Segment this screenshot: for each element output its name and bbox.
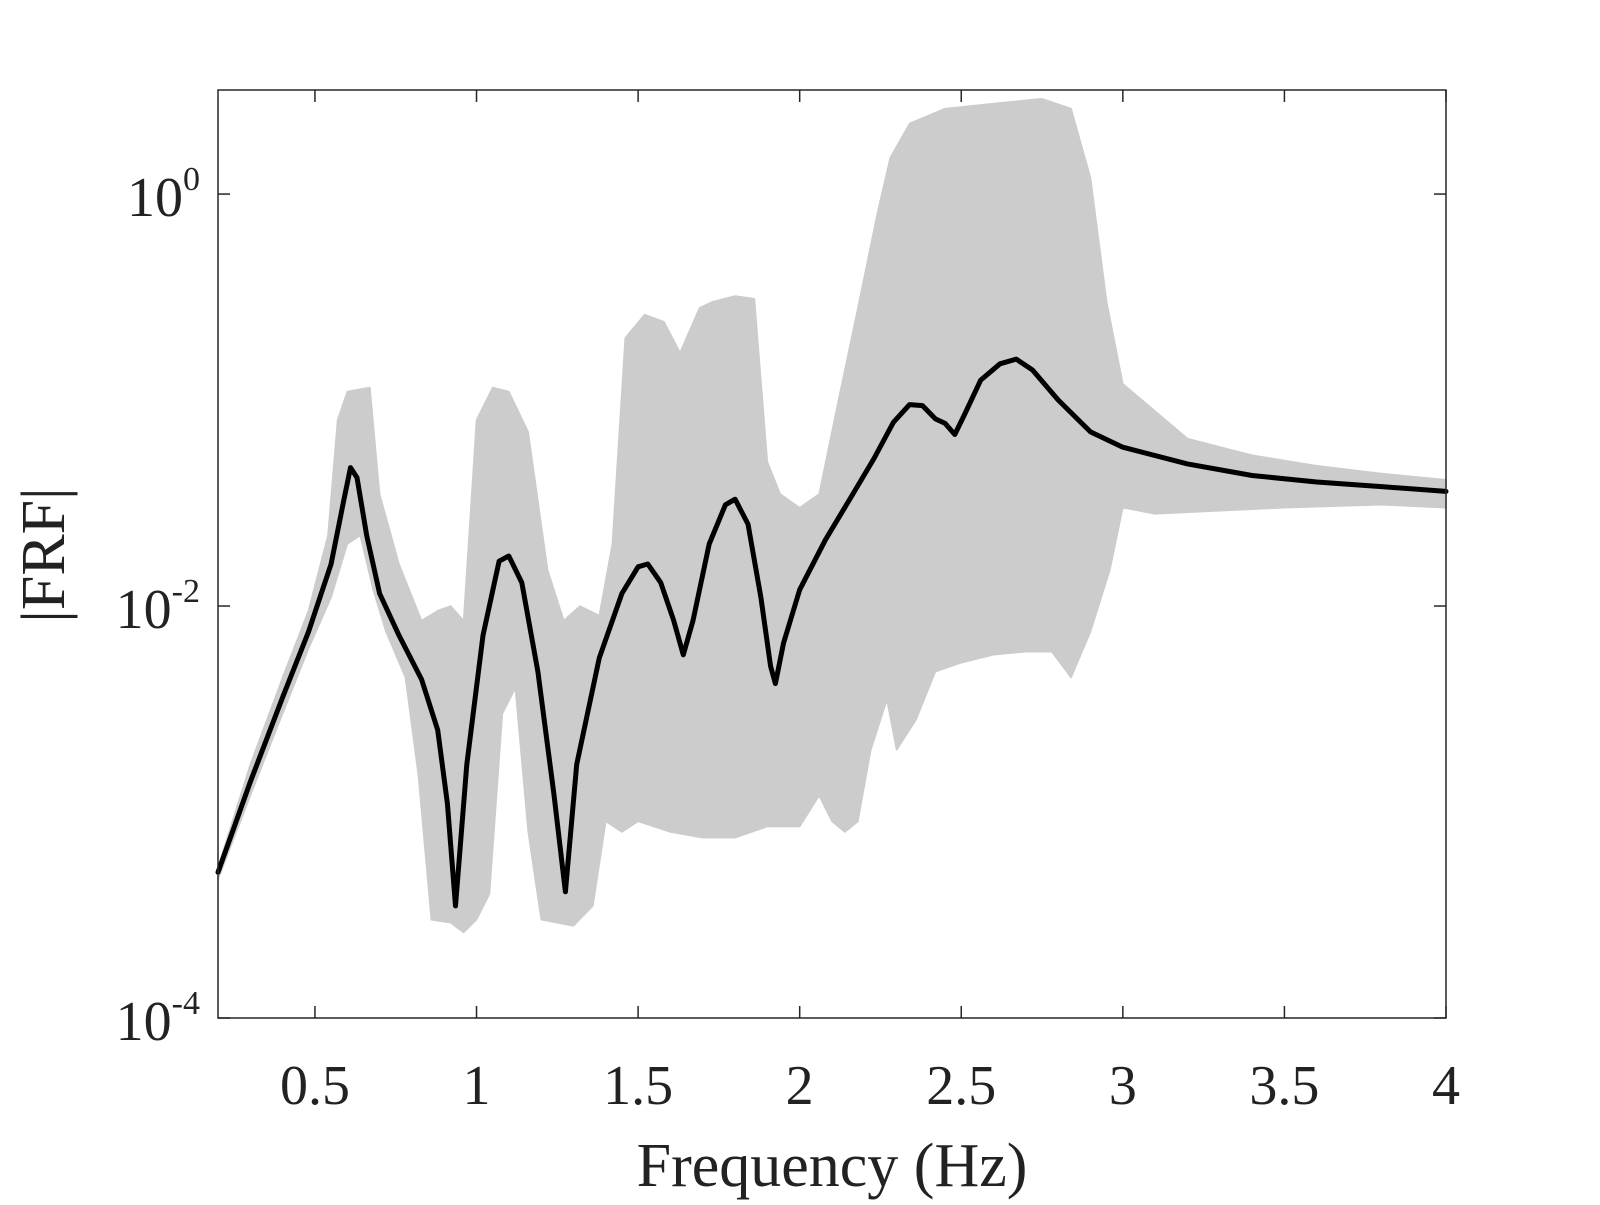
x-tick-label: 0.5 <box>280 1055 350 1117</box>
x-tick-label: 1 <box>463 1055 491 1117</box>
x-tick-label: 4 <box>1432 1055 1460 1117</box>
plot-frame <box>217 89 1447 1019</box>
series-line-mean <box>215 356 1449 909</box>
y-axis-title: |FRF| <box>10 487 78 622</box>
y-tick-label: 10-2 <box>116 573 200 641</box>
tick-layer: 0.5 1 1.5 2 2.5 3 3.5 4 10-4 10-2 100 <box>116 90 1460 1117</box>
x-tick-label: 2.5 <box>926 1055 996 1117</box>
x-tick-label: 3 <box>1109 1055 1137 1117</box>
x-tick-label: 1.5 <box>603 1055 673 1117</box>
y-tick-label: 10-4 <box>116 985 200 1053</box>
series-layer <box>215 356 1449 909</box>
x-tick-label: 2 <box>786 1055 814 1117</box>
x-tick-label: 3.5 <box>1249 1055 1319 1117</box>
x-axis-title: Frequency (Hz) <box>637 1132 1028 1200</box>
y-tick-label: 100 <box>127 161 200 229</box>
